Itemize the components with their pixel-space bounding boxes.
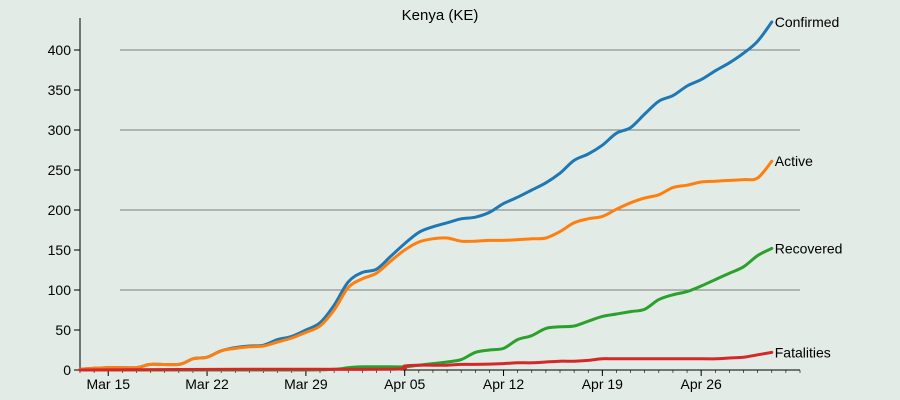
- y-tick-label: 350: [48, 82, 72, 98]
- x-tick-label: Apr 05: [384, 376, 425, 392]
- series-label-recovered: Recovered: [775, 240, 843, 256]
- y-tick-label: 400: [48, 42, 72, 58]
- series-line-recovered: [78, 246, 774, 372]
- x-tick-label: Apr 12: [483, 376, 524, 392]
- x-tick-label: Mar 22: [185, 376, 229, 392]
- y-tick-label: 0: [63, 362, 71, 378]
- axes: 0 50 100 150 200 250 300 350 400 Mar 15 Mar 22 Mar …: [48, 18, 801, 392]
- gridlines: [120, 49, 800, 291]
- y-tick-label: 250: [48, 162, 72, 178]
- chart-title: Kenya (KE): [402, 7, 479, 24]
- series-labels: Confirmed Active Recovered Fatalities: [775, 14, 843, 360]
- y-tick-label: 100: [48, 282, 72, 298]
- y-tick-label: 200: [48, 202, 72, 218]
- y-tick-label: 300: [48, 122, 72, 138]
- x-tick-label: Mar 29: [284, 376, 328, 392]
- x-tick-label: Apr 26: [681, 376, 722, 392]
- x-tick-label: Mar 15: [86, 376, 130, 392]
- series-lines: [78, 20, 774, 372]
- series-label-confirmed: Confirmed: [775, 14, 840, 30]
- series-label-active: Active: [775, 153, 813, 169]
- y-tick-label: 50: [55, 322, 71, 338]
- x-tick-label: Apr 19: [582, 376, 623, 392]
- series-line-confirmed: [78, 20, 774, 371]
- y-tick-label: 150: [48, 242, 72, 258]
- series-line-fatalities: [78, 350, 774, 372]
- series-line-active: [78, 159, 774, 371]
- series-label-fatalities: Fatalities: [775, 344, 831, 360]
